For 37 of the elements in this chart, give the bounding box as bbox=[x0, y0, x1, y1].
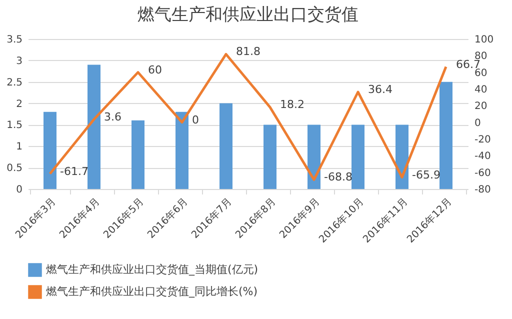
bar bbox=[176, 112, 188, 189]
y2-tick-label: 60 bbox=[474, 68, 488, 79]
y2-tick-label: -80 bbox=[474, 184, 491, 196]
legend-label: 燃气生产和供应业出口交货值_当期值(亿元) bbox=[46, 263, 258, 276]
data-label: 36.4 bbox=[368, 83, 392, 96]
y-tick-label: 3.5 bbox=[6, 34, 22, 46]
y-tick-label: 2.5 bbox=[6, 77, 22, 88]
bar bbox=[352, 124, 364, 189]
data-label: 0 bbox=[192, 113, 199, 126]
y2-tick-label: -20 bbox=[474, 134, 491, 146]
bar bbox=[88, 64, 100, 189]
legend-label: 燃气生产和供应业出口交货值_同比增长(%) bbox=[46, 285, 258, 298]
y2-tick-label: 0 bbox=[474, 118, 481, 129]
data-label: 81.8 bbox=[236, 45, 260, 58]
y-tick-label: 1 bbox=[16, 142, 22, 153]
bar bbox=[308, 124, 320, 189]
y2-tick-label: 40 bbox=[474, 84, 488, 96]
y-tick-label: 3 bbox=[16, 56, 22, 67]
y-tick-label: 2 bbox=[16, 98, 22, 110]
data-label: 3.6 bbox=[104, 110, 122, 124]
data-label: 18.2 bbox=[280, 98, 304, 112]
data-label: -61.7 bbox=[60, 164, 88, 178]
chart-title: 燃气生产和供应业出口交货值 bbox=[138, 5, 358, 25]
bar bbox=[440, 82, 452, 189]
y-tick-label: 0 bbox=[16, 184, 22, 196]
y2-tick-label: 100 bbox=[474, 34, 494, 46]
y2-tick-label: 20 bbox=[474, 101, 488, 112]
bar bbox=[264, 124, 276, 189]
y-tick-label: 0.5 bbox=[6, 163, 22, 174]
y2-tick-label: -60 bbox=[474, 168, 491, 179]
y2-tick-label: -40 bbox=[474, 151, 491, 162]
y-tick-label: 1.5 bbox=[6, 120, 22, 132]
bar bbox=[396, 124, 408, 189]
data-label: 60 bbox=[148, 63, 162, 76]
bar bbox=[44, 112, 56, 189]
bar bbox=[220, 103, 232, 189]
bar bbox=[132, 120, 144, 189]
